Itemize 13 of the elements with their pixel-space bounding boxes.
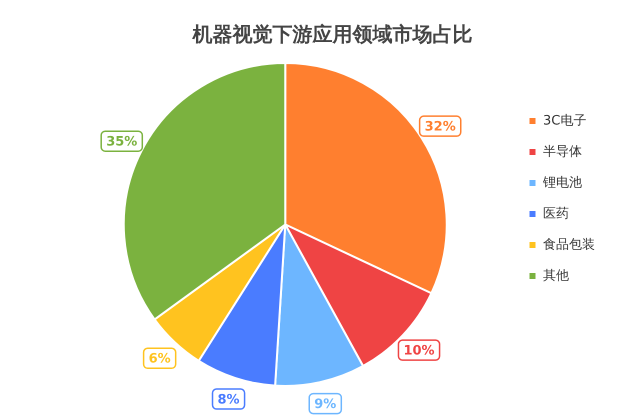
legend-label: 半导体 [543,144,582,160]
legend-label: 锂电池 [542,175,582,190]
legend-label: 食品包装 [543,237,595,252]
data-label: 6% [148,352,171,367]
data-label: 9% [314,396,336,412]
data-label: 32% [424,120,456,135]
legend-label: 3C电子 [543,113,586,128]
chart-title: 机器视觉下游应用领域市场占比 [192,22,472,46]
data-label: 10% [403,343,435,358]
data-label: 8% [218,392,240,408]
legend-label: 医药 [543,206,569,222]
data-label: 35% [106,134,138,150]
legend-label: 其他 [543,268,569,284]
